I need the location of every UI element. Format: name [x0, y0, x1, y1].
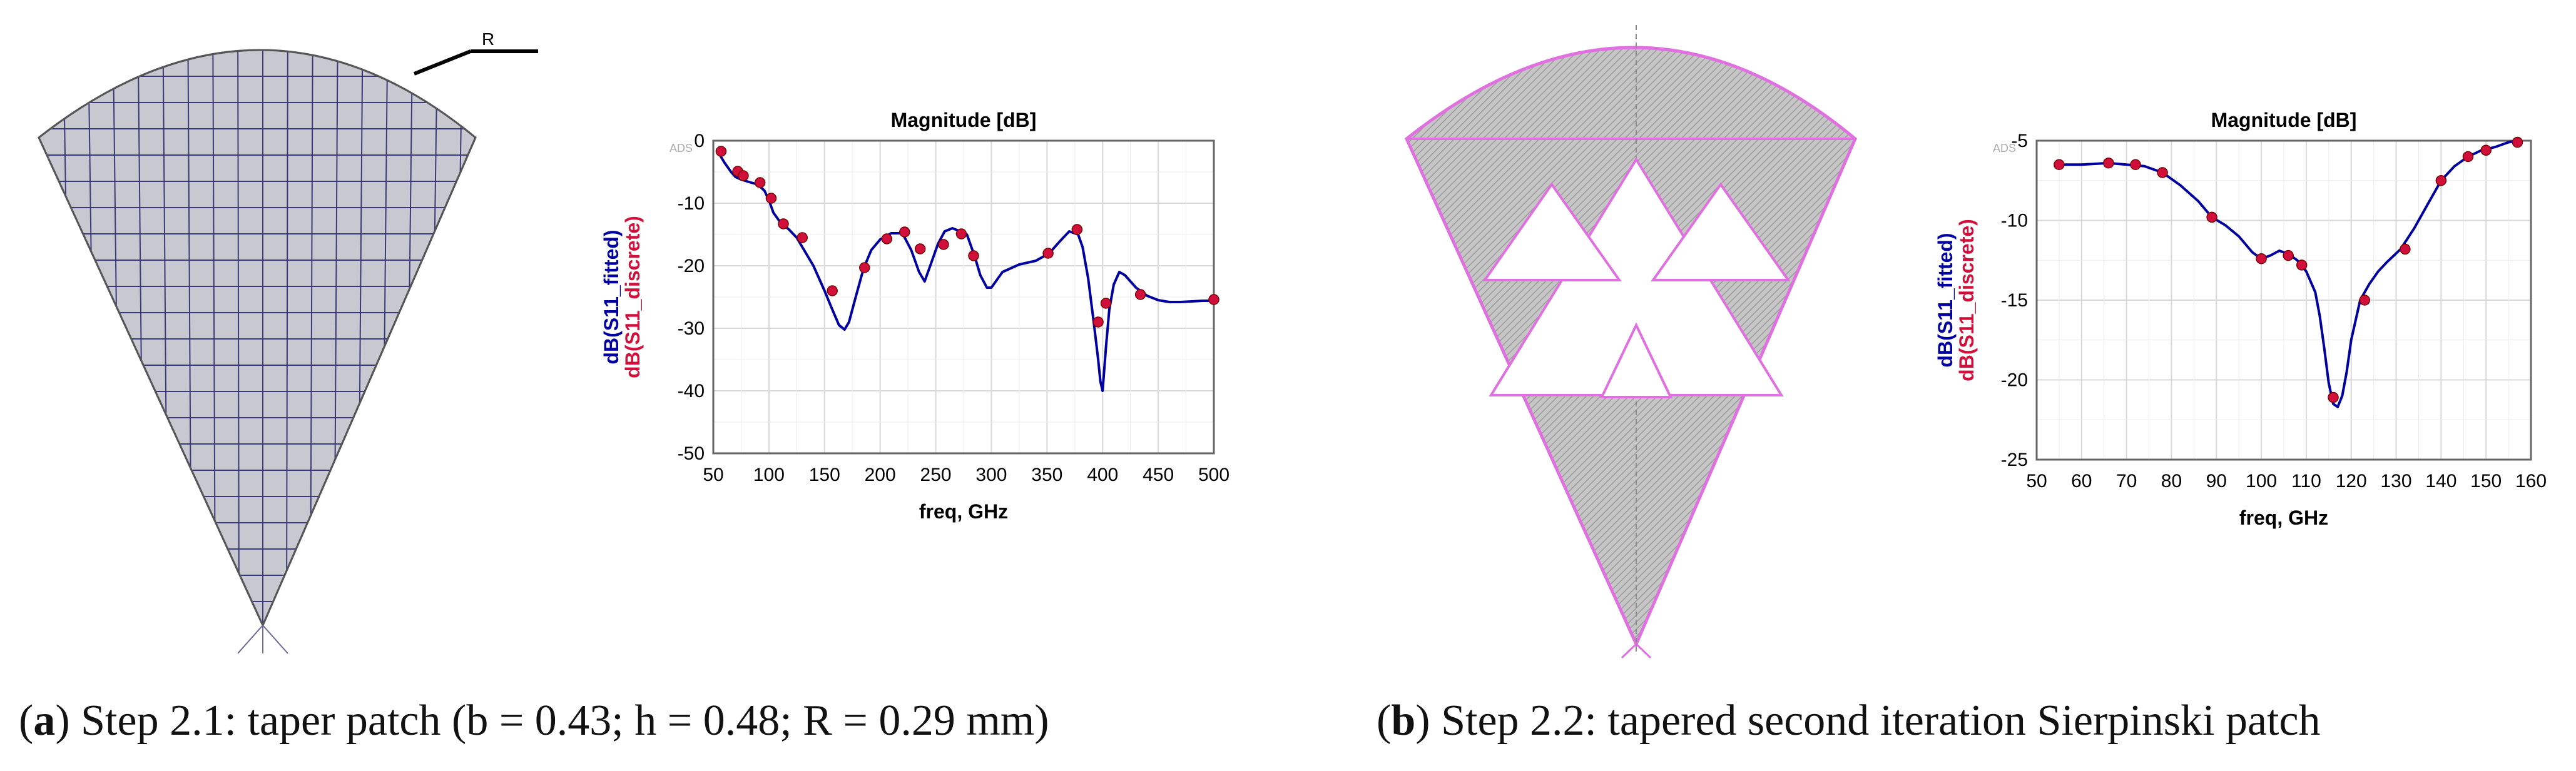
- x-axis-label: freq, GHz: [2239, 506, 2328, 529]
- x-tick-label: 300: [975, 465, 1007, 485]
- chart-a: 50 100 150 200 250 300 350 400 450 500 0 -10 -20 -30 -…: [588, 88, 1239, 550]
- chart-b: 50 60 70 80 90 100 110 120 130 140 150 160 -5 -10 -15 -…: [1927, 88, 2553, 550]
- ads-watermark: ADS: [669, 142, 693, 154]
- caption-a: (a) Step 2.1: taper patch (b = 0.43; h =…: [19, 697, 1049, 745]
- y-tick-label: -40: [678, 381, 705, 401]
- plot-frame: [2035, 139, 2532, 461]
- sierpinski-cutout-right: [1651, 182, 1791, 281]
- data-point-discrete: [2296, 260, 2308, 271]
- sierpinski-cutout-left: [1482, 182, 1622, 281]
- data-point-discrete: [938, 239, 949, 250]
- data-point-discrete: [2283, 249, 2294, 261]
- data-point-discrete: [2157, 167, 2168, 178]
- data-point-discrete: [2103, 157, 2114, 169]
- chart-title: Magnitude [dB]: [2211, 109, 2357, 131]
- x-tick-label: 90: [2206, 471, 2227, 491]
- ads-watermark: ADS: [1993, 142, 2016, 154]
- data-point-discrete: [2512, 136, 2523, 148]
- y-axis-label-fitted: dB(S11_fitted): [600, 229, 623, 364]
- data-point-discrete: [2400, 243, 2411, 255]
- radius-callout: R: [413, 29, 538, 76]
- data-point-discrete: [797, 232, 808, 243]
- x-tick-label: 130: [2381, 471, 2412, 491]
- y-tick-label: 0: [694, 131, 705, 151]
- data-point-discrete: [914, 243, 926, 254]
- data-point-discrete: [1134, 289, 1146, 300]
- x-tick-label: 200: [865, 465, 896, 485]
- data-point-discrete: [2206, 211, 2217, 223]
- x-tick-label: 350: [1031, 465, 1062, 485]
- caption-b-letter: b: [1391, 697, 1416, 745]
- x-tick-label: 120: [2336, 471, 2367, 491]
- data-point-discrete: [715, 146, 727, 157]
- sierpinski-patch: [1404, 25, 1858, 659]
- caption-b-text: Step 2.2: tapered second iteration Sierp…: [1441, 697, 2321, 745]
- y-axis-label-fitted: dB(S11_fitted): [1934, 233, 1957, 367]
- data-point-discrete: [899, 226, 910, 238]
- x-tick-label: 150: [2470, 471, 2502, 491]
- x-tick-label: 50: [703, 465, 723, 485]
- data-point-discrete: [2435, 175, 2447, 186]
- data-point-discrete: [1208, 294, 1219, 305]
- y-axis-label-discrete: dB(S11_discrete): [621, 216, 644, 378]
- x-tick-label: 110: [2291, 471, 2321, 491]
- y-tick-label: -5: [2011, 131, 2028, 151]
- x-tick-label: 140: [2425, 471, 2456, 491]
- data-point-discrete: [2256, 253, 2267, 265]
- data-point-discrete: [968, 250, 979, 261]
- taper-patch: [38, 49, 477, 654]
- data-point-discrete: [1092, 316, 1104, 328]
- y-tick-label: -25: [2001, 450, 2028, 470]
- data-point-discrete: [881, 233, 893, 244]
- data-point-discrete: [1071, 224, 1083, 235]
- data-point-discrete: [2130, 159, 2141, 170]
- series-line-fitted: [2059, 139, 2518, 408]
- data-point-discrete: [754, 177, 766, 188]
- x-tick-label: 80: [2161, 471, 2182, 491]
- y-tick-label: -10: [678, 193, 705, 214]
- data-point-discrete: [778, 218, 789, 229]
- caption-a-text: Step 2.1: taper patch (b = 0.43; h = 0.4…: [81, 697, 1049, 745]
- y-tick-label: -20: [678, 256, 705, 276]
- x-tick-label: 70: [2116, 471, 2137, 491]
- x-tick-label: 250: [920, 465, 952, 485]
- data-point-discrete: [1042, 248, 1054, 259]
- y-tick-label: -50: [678, 443, 705, 464]
- data-point-discrete: [1100, 298, 1112, 309]
- data-point-discrete: [2480, 144, 2492, 156]
- x-tick-label: 100: [753, 465, 785, 485]
- x-tick-label: 150: [809, 465, 840, 485]
- chart-title: Magnitude [dB]: [891, 109, 1037, 131]
- x-tick-label: 160: [2515, 471, 2547, 491]
- data-point-discrete: [2359, 295, 2371, 306]
- x-tick-label: 60: [2071, 471, 2092, 491]
- radius-label: R: [482, 29, 494, 49]
- data-point-discrete: [2462, 151, 2474, 163]
- y-tick-label: -20: [2001, 370, 2028, 391]
- data-point-discrete: [765, 193, 777, 204]
- caption-b: (b) Step 2.2: tapered second iteration S…: [1377, 697, 2321, 745]
- caption-a-letter: a: [33, 697, 56, 745]
- x-tick-label: 50: [2026, 471, 2047, 491]
- data-point-discrete: [955, 228, 967, 239]
- data-point-discrete: [827, 285, 838, 296]
- y-axis-label-discrete: dB(S11_discrete): [1955, 219, 1978, 381]
- x-tick-label: 450: [1143, 465, 1174, 485]
- data-point-discrete: [859, 262, 870, 273]
- y-tick-label: -10: [2001, 211, 2028, 231]
- x-tick-label: 100: [2246, 471, 2277, 491]
- data-point-discrete: [738, 170, 749, 181]
- data-point-discrete: [2054, 159, 2065, 170]
- y-tick-label: -30: [678, 318, 705, 339]
- x-tick-label: 400: [1087, 465, 1118, 485]
- y-tick-label: -15: [2001, 290, 2028, 311]
- x-axis-label: freq, GHz: [919, 500, 1008, 523]
- x-tick-label: 500: [1198, 465, 1229, 485]
- data-point-discrete: [2328, 391, 2339, 403]
- sierpinski-cutout-bottom: [1599, 322, 1673, 398]
